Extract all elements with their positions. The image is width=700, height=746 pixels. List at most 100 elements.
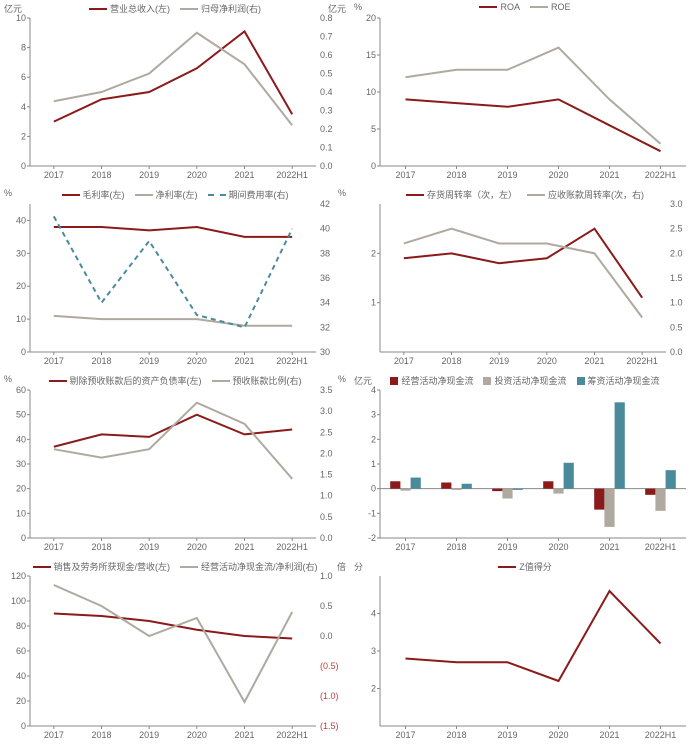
legend-item: 筹资活动净现金流 bbox=[577, 374, 660, 387]
legend-label: 经营活动净现金流/净利润(右) bbox=[201, 560, 318, 573]
legend-swatch bbox=[62, 194, 80, 196]
svg-text:2019: 2019 bbox=[139, 170, 159, 180]
svg-text:0.5: 0.5 bbox=[320, 512, 333, 522]
svg-text:2021: 2021 bbox=[234, 356, 254, 366]
svg-text:2022H1: 2022H1 bbox=[276, 730, 308, 740]
legend-label: 净利率(左) bbox=[156, 188, 198, 201]
svg-text:2.5: 2.5 bbox=[670, 224, 683, 234]
legend-item: Z值得分 bbox=[498, 560, 552, 573]
svg-text:0: 0 bbox=[21, 533, 26, 543]
svg-text:2019: 2019 bbox=[139, 542, 159, 552]
svg-text:40: 40 bbox=[16, 434, 26, 444]
svg-text:0: 0 bbox=[21, 721, 26, 731]
svg-text:0.1: 0.1 bbox=[320, 143, 333, 153]
svg-text:4: 4 bbox=[21, 102, 26, 112]
svg-text:3: 3 bbox=[371, 410, 376, 420]
legend-swatch bbox=[180, 8, 198, 10]
legend-label: 预收账款比例(右) bbox=[233, 374, 302, 387]
svg-text:2017: 2017 bbox=[44, 730, 64, 740]
legend-swatch bbox=[483, 377, 491, 385]
legend-swatch bbox=[390, 377, 398, 385]
legend-swatch bbox=[208, 194, 226, 196]
svg-text:8: 8 bbox=[21, 43, 26, 53]
svg-text:0.3: 0.3 bbox=[320, 106, 333, 116]
svg-text:2017: 2017 bbox=[44, 170, 64, 180]
svg-text:2017: 2017 bbox=[395, 170, 415, 180]
svg-text:2019: 2019 bbox=[497, 730, 517, 740]
svg-text:2020: 2020 bbox=[548, 730, 568, 740]
svg-text:2018: 2018 bbox=[441, 356, 461, 366]
legend-label: ROA bbox=[500, 2, 520, 12]
legend: 存货周转率（次，左）应收账款周转率(次，右) bbox=[350, 188, 700, 201]
svg-text:1.0: 1.0 bbox=[320, 491, 333, 501]
svg-text:(0.5): (0.5) bbox=[320, 661, 339, 671]
svg-text:(1.0): (1.0) bbox=[320, 691, 339, 701]
legend-swatch bbox=[180, 566, 198, 568]
svg-text:2018: 2018 bbox=[91, 170, 111, 180]
svg-text:2022H1: 2022H1 bbox=[626, 356, 658, 366]
svg-text:1.5: 1.5 bbox=[670, 273, 683, 283]
svg-text:10: 10 bbox=[366, 87, 376, 97]
legend-swatch bbox=[135, 194, 153, 196]
legend-swatch bbox=[577, 377, 585, 385]
svg-text:2017: 2017 bbox=[44, 356, 64, 366]
legend-swatch bbox=[89, 8, 107, 10]
chart-grid: 营业总收入(左)归母净利润(右)亿元亿元02468100.00.10.20.30… bbox=[0, 0, 700, 746]
chart-svg: 01020304050600.00.51.01.52.02.53.03.5201… bbox=[0, 372, 350, 558]
svg-text:6: 6 bbox=[21, 72, 26, 82]
svg-text:1.0: 1.0 bbox=[670, 298, 683, 308]
legend-label: 销售及劳务所获现金/营收(左) bbox=[54, 560, 171, 573]
legend-label: 经营活动净现金流 bbox=[401, 374, 473, 387]
svg-text:4: 4 bbox=[371, 609, 376, 619]
chart-svg: 05101520201720182019202020212022H1 bbox=[350, 0, 700, 186]
unit-left: % bbox=[354, 2, 362, 12]
svg-text:2020: 2020 bbox=[187, 730, 207, 740]
chart-svg: 02468100.00.10.20.30.40.50.60.70.8201720… bbox=[0, 0, 350, 186]
svg-text:40: 40 bbox=[16, 215, 26, 225]
svg-text:2021: 2021 bbox=[234, 542, 254, 552]
svg-text:36: 36 bbox=[320, 273, 330, 283]
unit-left: % bbox=[4, 374, 12, 384]
svg-text:2017: 2017 bbox=[395, 542, 415, 552]
legend-swatch bbox=[530, 6, 548, 8]
svg-text:0.6: 0.6 bbox=[320, 50, 333, 60]
svg-text:20: 20 bbox=[16, 281, 26, 291]
svg-text:0.5: 0.5 bbox=[670, 322, 683, 332]
svg-text:20: 20 bbox=[16, 484, 26, 494]
svg-text:2017: 2017 bbox=[395, 730, 415, 740]
svg-text:2022H1: 2022H1 bbox=[276, 356, 308, 366]
chart-svg: 120.00.51.01.52.02.53.020172018201920202… bbox=[350, 186, 700, 372]
svg-text:2020: 2020 bbox=[537, 356, 557, 366]
legend-swatch bbox=[212, 380, 230, 382]
svg-text:2019: 2019 bbox=[497, 542, 517, 552]
legend-label: 应收账款周转率(次，右) bbox=[548, 188, 644, 201]
svg-text:2020: 2020 bbox=[187, 356, 207, 366]
svg-text:2: 2 bbox=[21, 131, 26, 141]
c5: 剔除预收账款后的资产负债率(左)预收账款比例(右)%%0102030405060… bbox=[0, 372, 350, 558]
svg-text:2020: 2020 bbox=[548, 542, 568, 552]
legend-item: 预收账款比例(右) bbox=[212, 374, 302, 387]
unit-right: 亿元 bbox=[328, 2, 346, 15]
svg-text:80: 80 bbox=[16, 621, 26, 631]
unit-right: % bbox=[338, 188, 346, 198]
legend-label: ROE bbox=[551, 2, 571, 12]
svg-text:0.5: 0.5 bbox=[320, 69, 333, 79]
svg-text:0.5: 0.5 bbox=[320, 601, 333, 611]
svg-text:2.5: 2.5 bbox=[320, 427, 333, 437]
legend-label: 毛利率(左) bbox=[83, 188, 125, 201]
legend: 经营活动净现金流投资活动净现金流筹资活动净现金流 bbox=[350, 374, 700, 387]
c1: 营业总收入(左)归母净利润(右)亿元亿元02468100.00.10.20.30… bbox=[0, 0, 350, 186]
svg-text:20: 20 bbox=[366, 13, 376, 23]
svg-text:2021: 2021 bbox=[599, 170, 619, 180]
svg-text:2021: 2021 bbox=[234, 170, 254, 180]
unit-left: 亿元 bbox=[354, 374, 372, 387]
legend-label: 期间费用率(右) bbox=[229, 188, 289, 201]
svg-text:5: 5 bbox=[371, 124, 376, 134]
svg-text:34: 34 bbox=[320, 298, 330, 308]
legend-item: 剔除预收账款后的资产负债率(左) bbox=[49, 374, 202, 387]
chart-svg: 0102030403032343638404220172018201920202… bbox=[0, 186, 350, 372]
svg-text:15: 15 bbox=[366, 50, 376, 60]
legend-item: 毛利率(左) bbox=[62, 188, 125, 201]
c8: Z值得分分234201720182019202020212022H1 bbox=[350, 558, 700, 746]
legend-swatch bbox=[527, 194, 545, 196]
